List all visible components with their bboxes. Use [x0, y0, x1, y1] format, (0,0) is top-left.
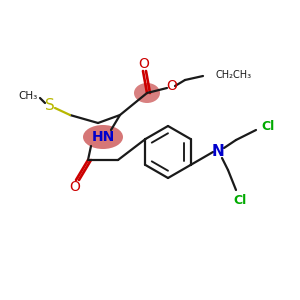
- Text: O: O: [70, 180, 80, 194]
- Text: O: O: [167, 79, 177, 93]
- Text: Cl: Cl: [233, 194, 247, 206]
- Text: O: O: [139, 57, 149, 71]
- Text: Cl: Cl: [261, 119, 274, 133]
- Text: HN: HN: [92, 130, 115, 144]
- Ellipse shape: [134, 83, 160, 103]
- Ellipse shape: [83, 125, 123, 149]
- Text: CH₂CH₃: CH₂CH₃: [215, 70, 251, 80]
- Text: S: S: [45, 98, 55, 113]
- Text: N: N: [212, 145, 224, 160]
- Text: CH₃: CH₃: [18, 91, 38, 101]
